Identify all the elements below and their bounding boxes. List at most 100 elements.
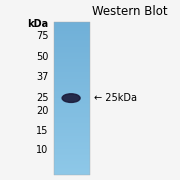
Bar: [54, 52, 90, 53]
Bar: [54, 157, 90, 158]
Bar: [54, 87, 90, 88]
Text: 37: 37: [36, 71, 49, 82]
Bar: [54, 57, 90, 58]
Bar: [54, 128, 90, 129]
Bar: [54, 43, 90, 44]
Bar: [54, 115, 90, 116]
Bar: [54, 111, 90, 112]
Bar: [54, 159, 90, 160]
Bar: [54, 106, 90, 107]
Bar: [54, 150, 90, 151]
Bar: [54, 112, 90, 113]
Bar: [54, 135, 90, 136]
Bar: [54, 78, 90, 79]
Bar: [54, 136, 90, 137]
Bar: [54, 32, 90, 33]
Bar: [54, 25, 90, 26]
Text: kDa: kDa: [28, 19, 49, 29]
Bar: [54, 72, 90, 73]
Bar: [54, 109, 90, 110]
Bar: [54, 165, 90, 166]
Bar: [54, 53, 90, 54]
Text: Western Blot: Western Blot: [92, 5, 167, 18]
Bar: [54, 172, 90, 173]
Bar: [54, 73, 90, 74]
Bar: [54, 79, 90, 80]
Bar: [54, 104, 90, 105]
Bar: [54, 113, 90, 114]
Bar: [54, 140, 90, 141]
Text: 10: 10: [36, 145, 49, 155]
Bar: [54, 145, 90, 146]
Bar: [54, 70, 90, 71]
Bar: [54, 77, 90, 78]
Bar: [54, 34, 90, 35]
Bar: [54, 127, 90, 128]
Bar: [54, 26, 90, 27]
Bar: [54, 49, 90, 50]
Bar: [54, 94, 90, 95]
Bar: [54, 120, 90, 121]
Text: ← 25kDa: ← 25kDa: [94, 93, 137, 103]
Bar: [54, 96, 90, 97]
Bar: [54, 116, 90, 117]
Bar: [54, 69, 90, 70]
Bar: [54, 164, 90, 165]
Bar: [54, 162, 90, 163]
Bar: [54, 97, 90, 98]
Bar: [54, 174, 90, 175]
Bar: [54, 98, 90, 99]
Bar: [54, 171, 90, 172]
Bar: [54, 161, 90, 162]
Bar: [54, 142, 90, 143]
Bar: [54, 141, 90, 142]
Bar: [54, 24, 90, 25]
Bar: [54, 88, 90, 89]
Bar: [54, 65, 90, 66]
Bar: [54, 31, 90, 32]
Bar: [54, 58, 90, 59]
Bar: [54, 137, 90, 138]
Bar: [54, 29, 90, 30]
Bar: [54, 99, 90, 100]
Bar: [54, 91, 90, 92]
Bar: [54, 160, 90, 161]
Bar: [54, 94, 90, 95]
Bar: [54, 27, 90, 28]
Bar: [54, 81, 90, 82]
Bar: [54, 67, 90, 68]
Bar: [54, 37, 90, 38]
Bar: [54, 41, 90, 42]
Bar: [54, 143, 90, 144]
Bar: [54, 168, 90, 169]
Bar: [54, 74, 90, 75]
Bar: [54, 85, 90, 86]
Bar: [54, 126, 90, 127]
Bar: [54, 22, 90, 175]
Bar: [54, 123, 90, 124]
Ellipse shape: [62, 94, 80, 102]
Bar: [54, 50, 90, 51]
Bar: [54, 131, 90, 132]
Bar: [54, 75, 90, 76]
Bar: [54, 64, 90, 65]
Bar: [54, 124, 90, 125]
Bar: [54, 151, 90, 152]
Bar: [54, 47, 90, 48]
Bar: [54, 167, 90, 168]
Bar: [54, 152, 90, 153]
Bar: [54, 102, 90, 103]
Bar: [54, 132, 90, 133]
Bar: [54, 121, 90, 122]
Bar: [54, 63, 90, 64]
Bar: [54, 166, 90, 167]
Bar: [54, 42, 90, 43]
Bar: [54, 138, 90, 139]
Bar: [54, 114, 90, 115]
Bar: [54, 133, 90, 134]
Bar: [54, 86, 90, 87]
Bar: [54, 28, 90, 29]
Bar: [54, 154, 90, 155]
Bar: [54, 36, 90, 37]
Bar: [54, 35, 90, 36]
